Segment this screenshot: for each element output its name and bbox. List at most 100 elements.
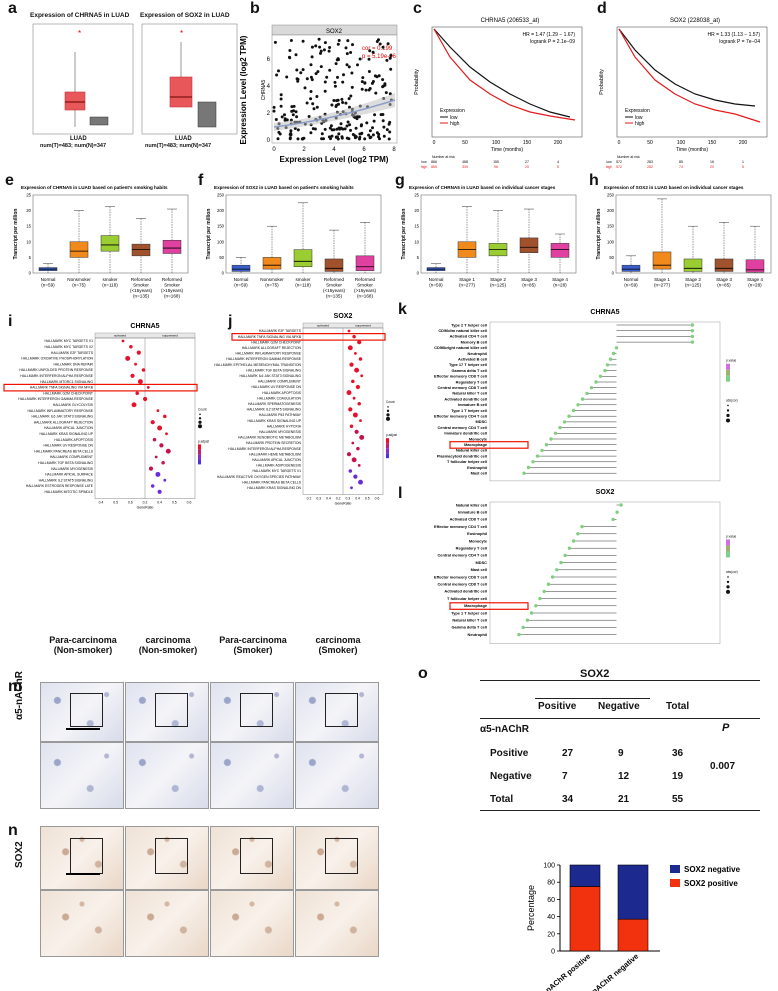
legend-color-swatch	[198, 459, 201, 465]
gsea-term-label: HALLMARK KRAS SIGNALING UP	[39, 432, 93, 436]
scatter-point	[336, 42, 340, 46]
gsea-dot	[351, 379, 355, 384]
immune-cell-label: Activated dendritic cell	[444, 396, 487, 401]
scatter-point	[367, 88, 371, 92]
gsea-xtick: 0.2	[336, 496, 341, 500]
scatter-point	[344, 101, 348, 105]
gsea-xtick: 0.4	[326, 496, 331, 500]
svg-text:high: high	[421, 165, 428, 169]
immune-cell-label: Type 17 T helper cell	[449, 362, 487, 367]
panel-g-ylabel: Transcript per million	[401, 209, 407, 260]
gsea-term-label: HALLMARK XENOBIOTIC METABOLISM	[238, 436, 301, 440]
panel-label-i: i	[8, 313, 13, 330]
svg-text:200: 200	[554, 140, 563, 146]
gsea-dot	[155, 471, 161, 477]
svg-text:150: 150	[523, 140, 532, 146]
immune-cell-label: T follicular helper cell	[447, 459, 487, 464]
table-row-3-pos: 34	[562, 794, 574, 805]
lollipop-dot	[615, 510, 619, 514]
scatter-point	[358, 137, 361, 141]
scatter-point	[368, 129, 372, 133]
scatter-point	[327, 49, 331, 53]
d-legend-low: low	[635, 115, 643, 121]
panel-b-cor: cor = 0.199	[362, 46, 393, 52]
box	[293, 249, 313, 268]
panel-k-legend-p: p.value	[726, 359, 737, 363]
immune-cell-label: MDSC	[476, 560, 488, 565]
scatter-point	[317, 37, 321, 41]
immune-cell-label: Eosinophil	[467, 465, 487, 470]
scatter-point	[354, 126, 358, 130]
scatter-point	[320, 132, 324, 136]
panel-h-frame	[615, 194, 772, 274]
panel-g-category: (n=125)	[490, 283, 506, 288]
panel-g-category: Stage 4	[552, 277, 568, 282]
scatter-point	[363, 81, 367, 85]
scale-bar	[66, 728, 100, 730]
scatter-point	[319, 51, 322, 55]
panel-f-category: (n=135)	[326, 294, 342, 299]
svg-text:572: 572	[616, 160, 622, 164]
legend-size-dot	[727, 404, 729, 407]
immune-cell-label: Macrophage	[464, 603, 488, 608]
scatter-point	[367, 133, 371, 137]
scatter-point	[283, 113, 286, 117]
panel-k-frame	[489, 321, 721, 482]
table-row-3-name: Total	[490, 794, 514, 805]
scatter-point	[377, 135, 380, 139]
scatter-point	[386, 42, 390, 46]
legend-size-dot	[198, 417, 202, 420]
panel-label-j: j	[228, 313, 233, 330]
scatter-point	[309, 75, 313, 79]
scatter-point	[340, 135, 344, 139]
gsea-xtick: 0.3	[316, 496, 321, 500]
gsea-dot	[136, 350, 141, 355]
scatter-point	[344, 46, 348, 50]
svg-text:74: 74	[679, 165, 683, 169]
scatter-point	[387, 122, 391, 126]
svg-text:0: 0	[433, 140, 436, 146]
panel-f-title: Expression of SOX2 in LUAD based on pati…	[214, 185, 354, 190]
immune-cell-label: Natural killer T cell	[452, 391, 487, 396]
lollipop-dot	[542, 589, 546, 594]
panel-h-category: (n=277)	[654, 283, 670, 288]
panel-header-strip	[94, 332, 196, 339]
box	[621, 264, 641, 272]
scatter-point	[312, 107, 316, 111]
table-row-2-pos: 7	[562, 771, 568, 782]
scatter-point	[336, 75, 339, 79]
panel-j-legend-p: p.adjust	[386, 433, 397, 437]
gsea-term-label: HALLMARK COMPLEMENT	[50, 455, 93, 459]
gsea-term-label: HALLMARK MITOTIC SPINDLE	[44, 490, 93, 494]
panel-label-b: b	[250, 0, 260, 17]
legend-size-dot	[726, 589, 730, 594]
immune-cell-label: Neutrophil	[468, 351, 487, 356]
table-row-3-total: 55	[672, 794, 684, 805]
panel-f-category: (n=75)	[265, 283, 279, 288]
scatter-point	[328, 126, 332, 130]
panel-b-strip: SOX2	[326, 29, 343, 35]
gsea-dot	[350, 486, 353, 490]
d-logrank: logrank P = 7e−04	[719, 39, 760, 45]
scatter-point	[294, 110, 298, 114]
gsea-dot	[163, 478, 167, 482]
panel-d-km: SOX2 (228038_at) HR = 1.33 (1.13 − 1.57)…	[599, 18, 768, 169]
panel-h-ytick: 250	[607, 193, 615, 198]
ihc-image-low-mag	[210, 682, 294, 742]
lollipop-dot	[538, 596, 542, 601]
scatter-point	[314, 72, 318, 76]
scatter-point	[279, 97, 283, 101]
immune-cell-label: Activated CD8 T cell	[450, 517, 487, 522]
gsea-term-label: HALLMARK MTORC1 SIGNALING	[40, 380, 93, 384]
scatter-point	[379, 113, 383, 117]
panel-e-frame	[32, 194, 189, 274]
gsea-dot	[347, 345, 353, 351]
lollipop-dot	[544, 443, 549, 447]
gsea-dot	[150, 484, 155, 488]
legend-label: SOX2 negative	[684, 865, 741, 874]
legend-size-dot	[726, 409, 730, 412]
legend-color-swatch	[726, 375, 730, 382]
panel-f-category: Reformed	[324, 277, 345, 282]
gsea-dot	[352, 412, 358, 418]
